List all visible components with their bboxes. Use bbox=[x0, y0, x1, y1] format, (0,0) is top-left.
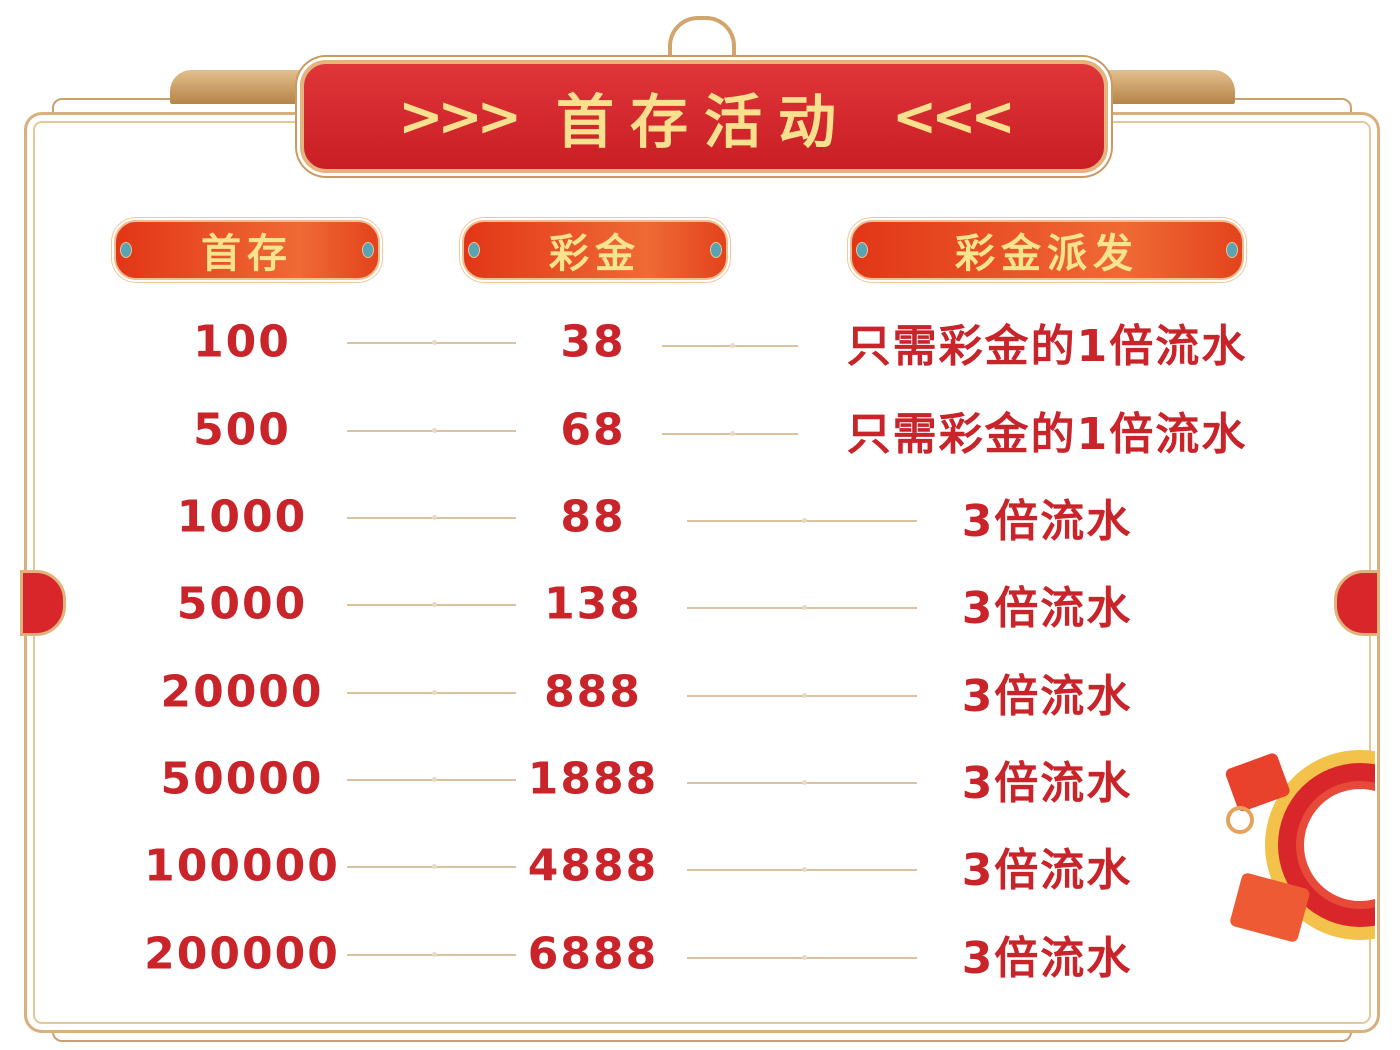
arrows-right-icon: >>> bbox=[398, 85, 522, 148]
hanging-hook-icon bbox=[668, 16, 736, 64]
side-ornament-right-icon bbox=[1334, 570, 1380, 636]
header-payout: 彩金派发 bbox=[850, 220, 1244, 280]
divider bbox=[347, 777, 516, 782]
divider bbox=[687, 605, 917, 610]
divider bbox=[347, 428, 516, 433]
divider bbox=[662, 431, 798, 436]
payout-requirement: 只需彩金的1倍流水 bbox=[846, 321, 1248, 372]
divider bbox=[687, 780, 917, 785]
payout-requirement: 只需彩金的1倍流水 bbox=[846, 409, 1248, 460]
bonus-amount: 138 bbox=[544, 578, 642, 630]
bonus-amount: 888 bbox=[544, 666, 642, 718]
divider bbox=[687, 955, 917, 960]
payout-requirement: 3倍流水 bbox=[961, 845, 1133, 896]
payout-requirement: 3倍流水 bbox=[961, 583, 1133, 634]
page-title: 首存活动 bbox=[555, 87, 852, 156]
red-envelope-coin-decoration-icon bbox=[1225, 750, 1375, 942]
deposit-amount: 200000 bbox=[144, 928, 340, 980]
side-ornament-left-icon bbox=[20, 570, 66, 636]
bonus-amount: 38 bbox=[560, 316, 626, 368]
header-bonus: 彩金 bbox=[462, 220, 728, 280]
divider bbox=[347, 340, 516, 345]
divider bbox=[687, 693, 917, 698]
bonus-amount: 6888 bbox=[527, 928, 659, 980]
bonus-amount: 68 bbox=[560, 404, 626, 456]
payout-requirement: 3倍流水 bbox=[961, 671, 1133, 722]
deposit-amount: 20000 bbox=[160, 666, 324, 718]
title-banner: >>> 首存活动 <<< bbox=[300, 60, 1108, 173]
divider bbox=[347, 952, 516, 957]
divider bbox=[687, 867, 917, 872]
divider bbox=[347, 602, 516, 607]
payout-requirement: 3倍流水 bbox=[961, 496, 1133, 547]
header-label: 彩金派发 bbox=[955, 231, 1139, 277]
header-deposit: 首存 bbox=[114, 220, 380, 280]
arrows-left-icon: <<< bbox=[892, 85, 1016, 148]
bonus-amount: 88 bbox=[560, 491, 626, 543]
bonus-amount: 1888 bbox=[527, 753, 659, 805]
header-label: 首存 bbox=[201, 231, 293, 277]
divider bbox=[687, 518, 917, 523]
divider bbox=[347, 515, 516, 520]
deposit-amount: 100 bbox=[193, 316, 291, 368]
divider bbox=[662, 343, 798, 348]
header-label: 彩金 bbox=[549, 231, 641, 277]
divider bbox=[347, 690, 516, 695]
deposit-amount: 1000 bbox=[176, 491, 308, 543]
payout-requirement: 3倍流水 bbox=[961, 758, 1133, 809]
divider bbox=[347, 864, 516, 869]
deposit-amount: 100000 bbox=[144, 840, 340, 892]
payout-requirement: 3倍流水 bbox=[961, 933, 1133, 984]
deposit-amount: 5000 bbox=[176, 578, 308, 630]
bonus-amount: 4888 bbox=[527, 840, 659, 892]
deposit-amount: 50000 bbox=[160, 753, 324, 805]
deposit-amount: 500 bbox=[193, 404, 291, 456]
